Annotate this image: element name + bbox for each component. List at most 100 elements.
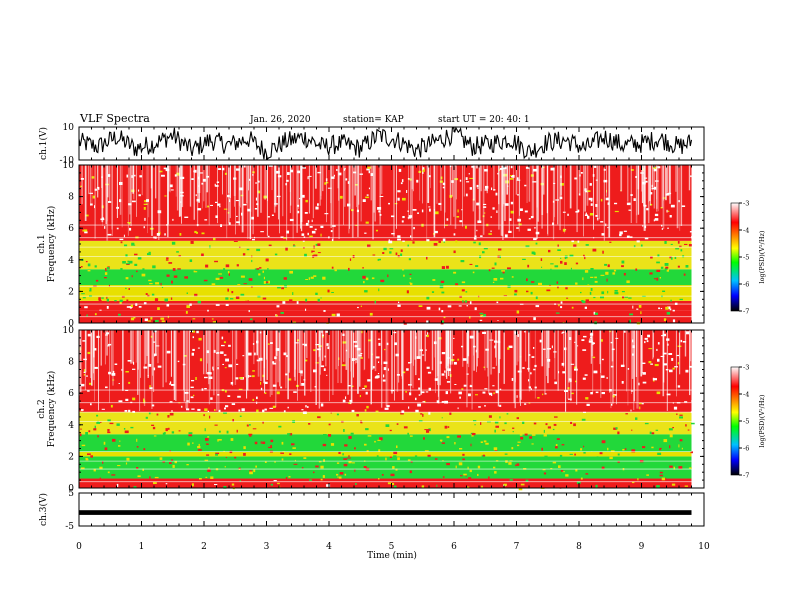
spectral-speck bbox=[191, 483, 194, 487]
impulse-streak bbox=[514, 330, 516, 409]
y-tick-label: -5 bbox=[65, 522, 74, 532]
spectral-speck bbox=[167, 415, 170, 418]
spectral-speck bbox=[86, 375, 88, 377]
impulse-streak bbox=[533, 165, 534, 217]
impulse-streak bbox=[640, 330, 643, 377]
spectral-speck bbox=[155, 345, 160, 347]
impulse-streak bbox=[167, 165, 169, 225]
spectral-speck bbox=[138, 189, 140, 192]
spectral-speck bbox=[186, 292, 188, 294]
spectral-speck bbox=[516, 227, 519, 229]
spectral-speck bbox=[212, 321, 217, 324]
spectral-speck bbox=[281, 458, 284, 461]
impulse-streak bbox=[402, 330, 404, 400]
impulse-streak bbox=[381, 165, 383, 195]
spectral-speck bbox=[541, 266, 543, 268]
spectral-speck bbox=[641, 403, 644, 405]
spectral-speck bbox=[555, 446, 558, 449]
spectral-speck bbox=[84, 231, 88, 234]
impulse-streak bbox=[168, 165, 170, 192]
spectral-speck bbox=[664, 477, 667, 481]
spectral-speck bbox=[215, 215, 218, 218]
spectral-speck bbox=[517, 194, 519, 196]
spectral-speck bbox=[85, 457, 88, 460]
impulse-streak bbox=[476, 330, 477, 373]
spectral-speck bbox=[576, 481, 581, 484]
spectral-speck bbox=[343, 458, 348, 460]
spectral-speck bbox=[669, 256, 672, 259]
spectral-speck bbox=[174, 174, 177, 177]
impulse-streak bbox=[104, 330, 106, 365]
spectral-speck bbox=[365, 391, 368, 395]
spectral-speck bbox=[315, 362, 319, 364]
spectral-speck bbox=[94, 425, 96, 429]
impulse-streak bbox=[488, 330, 490, 395]
spectral-speck bbox=[267, 280, 270, 284]
spectral-speck bbox=[274, 461, 276, 463]
spectral-speck bbox=[417, 403, 421, 407]
spectral-speck bbox=[655, 429, 659, 431]
spectral-speck bbox=[560, 183, 564, 186]
spectral-speck bbox=[354, 184, 358, 186]
impulse-streak bbox=[675, 165, 677, 192]
impulse-streak bbox=[552, 165, 555, 240]
spectral-speck bbox=[331, 238, 334, 242]
spectral-speck bbox=[644, 422, 649, 425]
spectral-speck bbox=[421, 485, 425, 489]
spectral-speck bbox=[280, 386, 283, 389]
spectral-speck bbox=[519, 434, 523, 436]
impulse-streak bbox=[500, 165, 503, 236]
spectral-speck bbox=[620, 189, 622, 192]
spectral-speck bbox=[359, 395, 361, 398]
spectral-speck bbox=[114, 363, 118, 365]
spectral-speck bbox=[473, 420, 477, 422]
spectral-speck bbox=[484, 189, 488, 191]
spectral-speck bbox=[426, 256, 428, 260]
spectral-speck bbox=[583, 254, 585, 257]
spectral-speck bbox=[456, 216, 460, 218]
impulse-streak bbox=[109, 330, 110, 403]
spectral-speck bbox=[171, 241, 176, 245]
spectral-speck bbox=[457, 209, 459, 213]
spectral-speck bbox=[562, 371, 566, 374]
impulse-streak bbox=[129, 165, 131, 215]
spectral-speck bbox=[210, 372, 212, 375]
impulse-streak bbox=[260, 330, 262, 381]
spectral-speck bbox=[239, 415, 242, 417]
spectral-speck bbox=[188, 432, 193, 434]
impulse-streak bbox=[315, 165, 317, 189]
impulse-streak bbox=[347, 330, 349, 395]
spectral-speck bbox=[527, 228, 531, 231]
spectral-speck bbox=[657, 254, 660, 257]
spectral-speck bbox=[530, 291, 533, 295]
spectral-speck bbox=[409, 282, 411, 284]
impulse-streak bbox=[653, 330, 654, 358]
spectral-speck bbox=[365, 428, 369, 431]
spectral-speck bbox=[178, 430, 181, 432]
spectral-speck bbox=[473, 237, 477, 240]
impulse-streak bbox=[616, 330, 617, 405]
spectral-speck bbox=[441, 442, 445, 444]
spectral-speck bbox=[636, 240, 640, 243]
spectral-speck bbox=[249, 433, 252, 437]
spectral-speck bbox=[609, 241, 612, 243]
spectral-speck bbox=[444, 400, 448, 404]
spectral-speck bbox=[246, 248, 250, 251]
spectral-speck bbox=[166, 257, 169, 260]
spectral-speck bbox=[136, 467, 139, 470]
spectral-speck bbox=[529, 436, 533, 439]
spectral-speck bbox=[351, 409, 355, 413]
spectral-speck bbox=[594, 280, 598, 283]
spectral-speck bbox=[123, 428, 126, 430]
spectral-speck bbox=[534, 386, 537, 389]
impulse-streak bbox=[426, 165, 428, 241]
spectral-speck bbox=[575, 282, 578, 285]
spectral-speck bbox=[455, 465, 457, 469]
spectral-speck bbox=[249, 375, 252, 377]
spectral-speck bbox=[213, 237, 216, 241]
spectral-speck bbox=[283, 277, 287, 280]
spectral-speck bbox=[499, 388, 502, 391]
spectral-speck bbox=[377, 439, 381, 441]
spectral-speck bbox=[305, 279, 308, 280]
spectral-speck bbox=[236, 215, 238, 217]
